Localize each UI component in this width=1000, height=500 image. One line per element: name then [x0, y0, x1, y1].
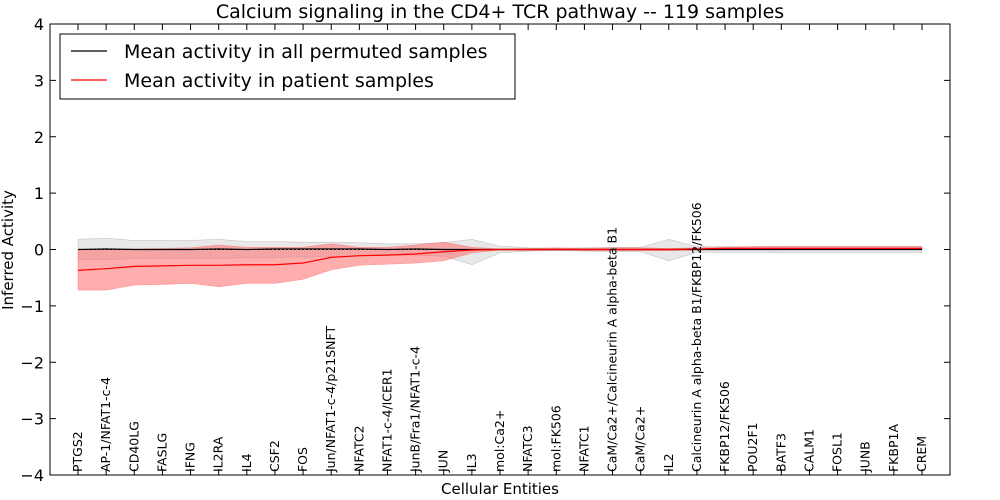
x-category-label: IL3: [464, 453, 479, 472]
y-tick-label: −3: [20, 410, 44, 429]
x-category-label: JUNB: [858, 441, 873, 473]
y-tick-label: 0: [34, 241, 44, 260]
legend-label-permuted: Mean activity in all permuted samples: [124, 41, 487, 63]
x-category-label: IL2RA: [211, 436, 226, 472]
x-category-label: Jun/NFAT1-c-4/p21SNFT: [323, 326, 338, 473]
y-tick-label: 2: [34, 128, 44, 147]
x-category-label: FKBP12/FK506: [717, 381, 732, 472]
error-bands: [77, 237, 923, 291]
legend-frame: [59, 33, 516, 100]
x-category-label: CSF2: [267, 440, 282, 472]
x-category-label: IL2: [661, 453, 676, 472]
y-tick-label: 3: [34, 71, 44, 90]
x-category-label: POU2F1: [745, 422, 760, 472]
x-category-label: BATF3: [773, 433, 788, 472]
x-category-label: AP-1/NFAT1-c-4: [98, 377, 113, 472]
x-category-label: NFATC3: [520, 425, 535, 472]
legend: Mean activity in all permuted samples Me…: [59, 33, 516, 100]
legend-label-patient: Mean activity in patient samples: [124, 70, 434, 92]
y-axis: −4 −3 −2 −1 0 1 2 3 4: [20, 15, 950, 485]
x-category-label: CaM/Ca2+/Calcineurin A alpha-beta B1: [605, 227, 620, 472]
x-category-label: JUN: [436, 450, 451, 473]
y-tick-label: 4: [34, 15, 44, 34]
y-tick-label: −2: [20, 353, 44, 372]
x-category-label: CaM/Ca2+: [633, 406, 648, 472]
y-tick-label: −1: [20, 297, 44, 316]
x-category-label: Calcineurin A alpha-beta B1/FKBP12/FK506: [689, 202, 704, 472]
x-category-label: CREM: [914, 436, 929, 472]
x-category-label: IL4: [239, 453, 254, 472]
y-axis-title: Inferred Activity: [0, 190, 17, 310]
x-axis-title: Cellular Entities: [441, 480, 559, 498]
x-category-label: JunB/Fra1/NFAT1-c-4: [408, 346, 423, 473]
x-category-label: FKBP1A: [886, 424, 901, 472]
y-tick-label: −4: [20, 466, 44, 485]
x-category-label: mol:FK506: [548, 405, 563, 472]
x-category-label: NFAT1-c-4/ICER1: [379, 368, 394, 472]
x-category-label: FOSL1: [830, 432, 845, 472]
x-category-label: NFATC2: [351, 425, 366, 472]
x-category-label: IFNG: [183, 442, 198, 472]
x-category-label: CALM1: [801, 429, 816, 472]
x-axis-categories: PTGS2 AP-1/NFAT1-c-4 CD40LG FASLG IFNG IL2RA I…: [70, 24, 929, 475]
series-line-patient: [77, 247, 922, 271]
y-tick-label: 1: [34, 184, 44, 203]
x-category-label: PTGS2: [70, 431, 85, 472]
chart-title: Calcium signaling in the CD4+ TCR pathwa…: [216, 1, 784, 23]
series-lines: [77, 247, 922, 271]
x-category-label: FASLG: [154, 433, 169, 472]
x-category-label: NFATC1: [576, 425, 591, 472]
x-category-label: mol:Ca2+: [492, 410, 507, 472]
x-category-label: CD40LG: [126, 421, 141, 472]
x-category-label: FOS: [295, 447, 310, 472]
